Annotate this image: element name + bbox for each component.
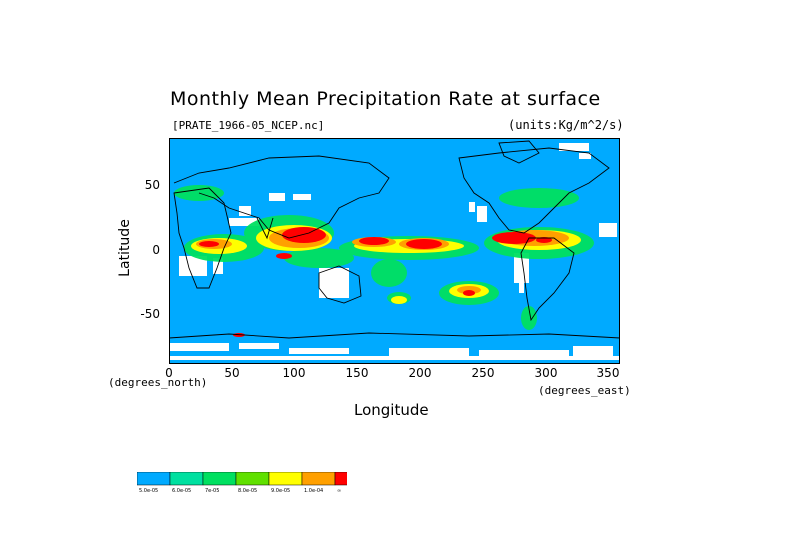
colorbar-bin: [136, 471, 171, 486]
colorbar-label: 7e-05: [205, 488, 219, 494]
chart-title: Monthly Mean Precipitation Rate at surfa…: [170, 88, 601, 110]
x-axis-label: Longitude: [354, 401, 429, 419]
x-tick-100: 100: [282, 366, 306, 380]
colorbar-label: 1.0e-04: [304, 488, 323, 494]
colorbar-bin: [202, 471, 237, 486]
colorbar-bin: [169, 471, 204, 486]
map-border: [169, 138, 620, 364]
colorbar-bin: [301, 471, 336, 486]
x-tick-0: 0: [165, 366, 173, 380]
y-tick-50: 50: [144, 178, 160, 192]
x-unit-label: (degrees_east): [538, 384, 631, 397]
red-bands: [199, 227, 552, 337]
x-tick-150: 150: [345, 366, 369, 380]
colorbar-bin: [334, 471, 369, 486]
colorbar-label: ∞: [337, 488, 341, 494]
colorbar-swatches: 5.0e-05 6.0e-05 7e-05 8.0e-05 9.0e-05 1.0e-04…: [136, 471, 369, 494]
y-tick-0: 0: [152, 243, 160, 257]
colorbar-label: 6.0e-05: [172, 488, 191, 494]
x-tick-350: 350: [596, 366, 620, 380]
x-tick-200: 200: [408, 366, 432, 380]
missing-data-patches: [169, 143, 620, 360]
units-label: (units:Kg/m^2/s): [508, 118, 624, 132]
coastlines: [169, 140, 620, 339]
y-unit-label: (degrees_north): [108, 376, 208, 389]
colorbar: 5.0e-05 6.0e-05 7e-05 8.0e-05 9.0e-05 1.0e-04…: [136, 471, 369, 498]
x-tick-50: 50: [224, 366, 240, 380]
x-tick-300: 300: [534, 366, 558, 380]
x-tick-250: 250: [471, 366, 495, 380]
colorbar-bin: [235, 471, 270, 486]
colorbar-bin: [268, 471, 303, 486]
colorbar-label: 5.0e-05: [139, 488, 158, 494]
colorbar-label: 9.0e-05: [271, 488, 290, 494]
y-axis-label: Latitude: [116, 219, 133, 277]
colorbar-label: 8.0e-05: [238, 488, 257, 494]
y-tick-minus50: -50: [140, 307, 160, 321]
precipitation-map: [169, 138, 620, 364]
file-label: [PRATE_1966-05_NCEP.nc]: [172, 119, 325, 132]
